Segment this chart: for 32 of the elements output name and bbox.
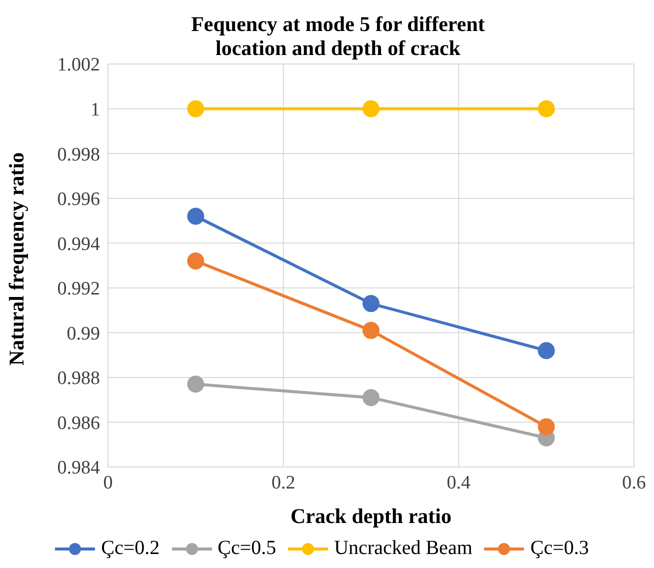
point xyxy=(187,208,204,225)
y-tick-label: 0.998 xyxy=(57,144,100,166)
point xyxy=(187,376,204,393)
y-tick-label: 0.986 xyxy=(57,412,100,434)
point xyxy=(538,418,555,436)
y-tick-label: 0.996 xyxy=(57,189,100,210)
point xyxy=(538,342,555,360)
y-tick-label: 0.99 xyxy=(66,323,100,344)
point xyxy=(362,322,380,339)
legend-label: Çc=0.3 xyxy=(530,537,589,560)
point xyxy=(362,389,380,406)
x-tick-label: 0.2 xyxy=(271,472,296,494)
legend-label: Çc=0.5 xyxy=(218,537,276,560)
point xyxy=(362,295,380,312)
x-axis-title: Crack depth ratio xyxy=(290,504,452,528)
x-tick-label: 0 xyxy=(103,472,113,494)
legend-label: Çc=0.2 xyxy=(101,537,160,560)
legend-label: Uncracked Beam xyxy=(334,537,472,560)
y-tick-label: 0.994 xyxy=(57,234,100,255)
point xyxy=(187,252,204,270)
point xyxy=(538,100,555,118)
y-tick-label: 1 xyxy=(90,100,100,121)
y-tick-label: 0.992 xyxy=(57,278,100,300)
y-axis-title: Natural frequency ratio xyxy=(4,152,28,366)
x-tick-label: 0.6 xyxy=(622,472,646,494)
y-tick-label: 1.002 xyxy=(57,54,100,76)
y-tick-label: 0.988 xyxy=(57,368,100,390)
y-tick-label: 0.984 xyxy=(57,458,100,479)
point xyxy=(187,100,204,118)
chart-title: Fequency at mode 5 for different location and depth of crack xyxy=(190,12,486,60)
point xyxy=(362,100,380,118)
x-tick-label: 0.4 xyxy=(446,472,472,494)
